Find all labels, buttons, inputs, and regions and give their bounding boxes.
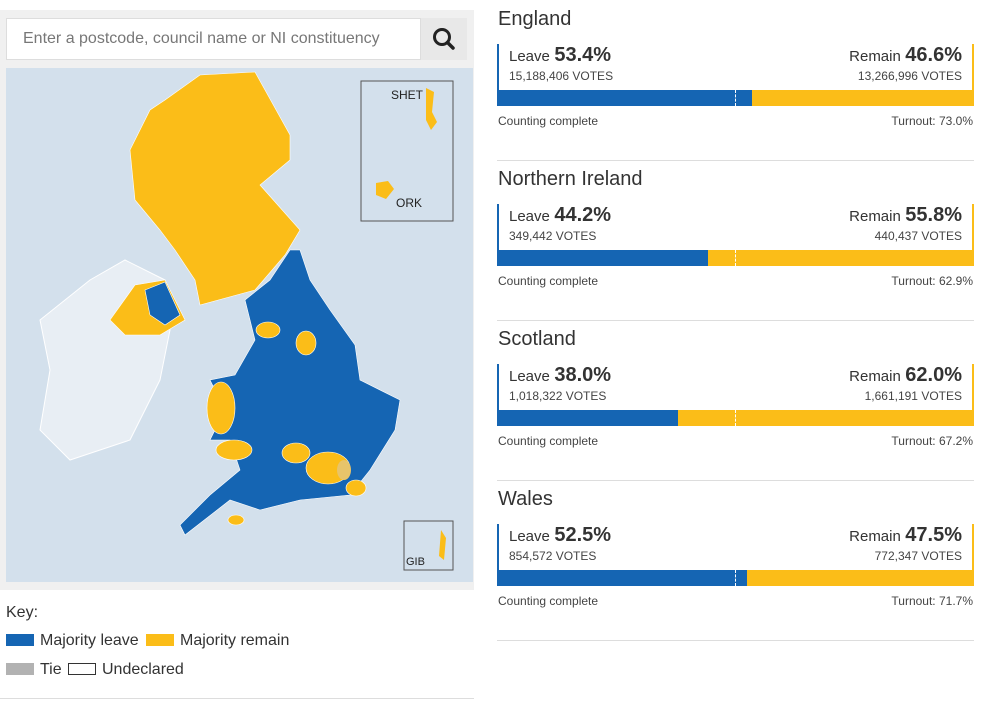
counting-status: Counting complete [498, 114, 599, 128]
counting-status: Counting complete [498, 274, 599, 288]
remain-line: Remain 46.6% [849, 44, 962, 67]
remain-percent: 46.6% [905, 44, 962, 66]
key-label: Majority leave [40, 632, 139, 649]
remain-bar [678, 410, 974, 426]
remain-percent: 62.0% [905, 364, 962, 386]
leave-bar [497, 410, 679, 426]
leave-label: Leave [509, 368, 550, 385]
turnout: Turnout: 62.9% [891, 274, 973, 288]
leave-label: Leave [509, 208, 550, 225]
leave-summary: Leave 44.2% 349,442 VOTES [497, 204, 611, 250]
midpoint-line [735, 250, 736, 266]
divider [0, 698, 474, 699]
key-item: Undeclared [68, 661, 184, 679]
leave-bar [497, 570, 748, 586]
leave-bar [497, 250, 708, 266]
remain-votes: 440,437 VOTES [874, 229, 962, 243]
midpoint-line [735, 570, 736, 586]
remain-percent: 47.5% [905, 524, 962, 546]
leave-label: Leave [509, 48, 550, 65]
leave-summary: Leave 38.0% 1,018,322 VOTES [497, 364, 611, 410]
key-label: Undeclared [102, 661, 184, 678]
key-label: Majority remain [180, 632, 290, 649]
region-name: Wales [498, 488, 553, 510]
remain-summary: Remain 55.8% 440,437 VOTES [849, 204, 974, 250]
leave-votes: 854,572 VOTES [509, 549, 597, 563]
result-bar [497, 90, 974, 106]
search-input[interactable]: Enter a postcode, council name or NI con… [6, 18, 421, 60]
counting-status: Counting complete [498, 594, 599, 608]
remain-percent: 55.8% [905, 204, 962, 226]
remain-votes: 1,661,191 VOTES [864, 389, 962, 403]
search-placeholder: Enter a postcode, council name or NI con… [23, 30, 380, 47]
leave-label: Leave [509, 528, 550, 545]
remain-votes: 13,266,996 VOTES [857, 69, 962, 83]
leave-summary: Leave 52.5% 854,572 VOTES [497, 524, 611, 570]
region-name: Scotland [498, 328, 576, 350]
remain-bar [747, 570, 974, 586]
leave-percent: 44.2% [554, 204, 612, 226]
leave-votes: 15,188,406 VOTES [509, 69, 614, 83]
inset-label: GIB [406, 556, 425, 568]
leave-summary: Leave 53.4% 15,188,406 VOTES [497, 44, 613, 90]
remain-votes: 772,347 VOTES [874, 549, 962, 563]
remain-summary: Remain 46.6% 13,266,996 VOTES [849, 44, 974, 90]
leave-percent: 38.0% [554, 364, 612, 386]
leave-votes: 1,018,322 VOTES [509, 389, 607, 403]
key-item: Majority remain [146, 632, 289, 650]
key-swatch [6, 634, 34, 646]
remain-label: Remain [849, 368, 901, 385]
region-name: England [498, 8, 572, 30]
remain-line: Remain 55.8% [849, 204, 962, 227]
region-result: England Leave 53.4% 15,188,406 VOTES Remain… [497, 0, 974, 161]
remain-label: Remain [849, 208, 901, 225]
counting-status: Counting complete [498, 434, 599, 448]
turnout: Turnout: 71.7% [891, 594, 973, 608]
turnout: Turnout: 73.0% [891, 114, 973, 128]
leave-percent: 53.4% [554, 44, 612, 66]
result-bar [497, 570, 974, 586]
result-bar [497, 410, 974, 426]
remain-label: Remain [849, 528, 901, 545]
midpoint-line [735, 410, 736, 426]
search-button[interactable] [421, 18, 467, 60]
region-name: Northern Ireland [498, 168, 643, 190]
remain-bar [751, 90, 974, 106]
remain-line: Remain 47.5% [849, 524, 962, 547]
leave-line: Leave 53.4% [509, 44, 613, 67]
leave-line: Leave 44.2% [509, 204, 611, 227]
turnout: Turnout: 67.2% [891, 434, 973, 448]
remain-line: Remain 62.0% [849, 364, 962, 387]
remain-label: Remain [849, 48, 901, 65]
leave-bar [497, 90, 752, 106]
inset-label: ORK [396, 196, 422, 210]
region-result: Wales Leave 52.5% 854,572 VOTES Remain 47.5… [497, 480, 974, 641]
leave-percent: 52.5% [554, 524, 612, 546]
remain-bar [707, 250, 974, 266]
key-item: Tie [6, 661, 62, 679]
inset-label: SHET [391, 88, 424, 102]
key-swatch [6, 663, 34, 675]
midpoint-line [735, 90, 736, 106]
key-label: Tie [40, 661, 62, 678]
remain-summary: Remain 62.0% 1,661,191 VOTES [849, 364, 974, 410]
remain-summary: Remain 47.5% 772,347 VOTES [849, 524, 974, 570]
key-title: Key: [6, 604, 39, 621]
search-icon [433, 28, 455, 50]
region-result: Scotland Leave 38.0% 1,018,322 VOTES Remain… [497, 320, 974, 481]
leave-line: Leave 38.0% [509, 364, 611, 387]
leave-line: Leave 52.5% [509, 524, 611, 547]
leave-votes: 349,442 VOTES [509, 229, 597, 243]
key-swatch [68, 663, 96, 675]
key-item: Majority leave [6, 632, 139, 650]
key-swatch [146, 634, 174, 646]
region-result: Northern Ireland Leave 44.2% 349,442 VOTES… [497, 160, 974, 321]
result-bar [497, 250, 974, 266]
map[interactable]: SHET ORK GIB [6, 68, 473, 582]
